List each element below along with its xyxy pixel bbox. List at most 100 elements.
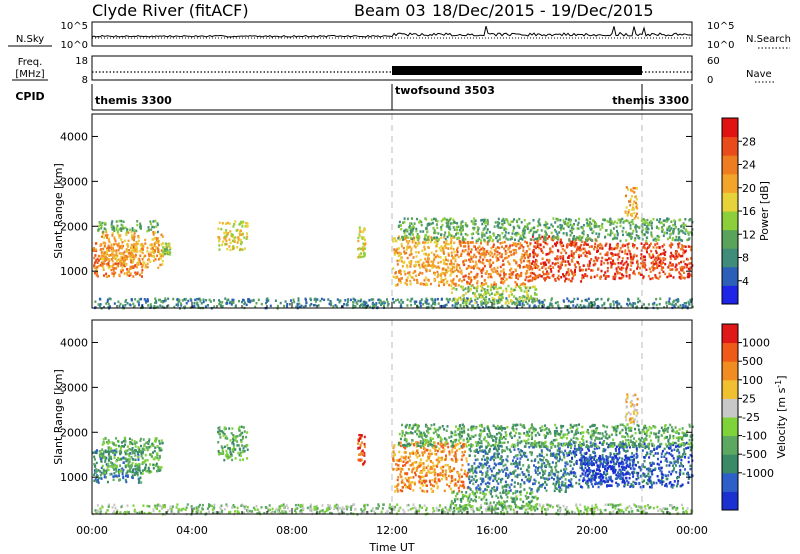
echo-cell	[104, 471, 106, 474]
echo-cell	[534, 469, 537, 472]
echo-cell	[115, 437, 118, 440]
echo-cell	[595, 258, 598, 261]
echo-cell	[625, 260, 628, 264]
echo-cell	[361, 255, 364, 259]
echo-cell	[616, 237, 619, 240]
echo-cell	[481, 294, 484, 298]
echo-cell	[419, 476, 422, 479]
freq-tick-top: 18	[75, 56, 88, 67]
echo-cell	[497, 234, 500, 237]
echo-cell	[141, 457, 144, 460]
echo-cell	[614, 236, 617, 240]
echo-cell	[406, 472, 409, 475]
echo-cell	[639, 266, 641, 270]
echo-cell	[625, 219, 628, 222]
echo-cell	[363, 451, 366, 455]
echo-cell	[471, 305, 474, 308]
echo-cell	[413, 466, 416, 470]
echo-cell	[244, 301, 246, 305]
echo-cell	[672, 230, 675, 233]
echo-cell	[580, 299, 583, 303]
echo-cell	[367, 304, 369, 307]
echo-cell	[577, 236, 580, 240]
echo-cell	[499, 265, 502, 269]
echo-cell	[353, 305, 356, 308]
echo-cell	[460, 230, 463, 234]
echo-cell	[467, 265, 470, 268]
echo-cell	[222, 434, 225, 437]
echo-cell	[597, 235, 599, 239]
echo-cell	[550, 223, 553, 226]
echo-cell	[537, 274, 540, 277]
echo-cell	[122, 259, 125, 263]
echo-cell	[111, 264, 114, 268]
echo-cell	[462, 444, 465, 448]
echo-cell	[665, 301, 668, 304]
echo-cell	[515, 243, 518, 247]
echo-cell	[494, 221, 497, 224]
echo-cell	[563, 259, 566, 263]
echo-cell	[107, 246, 110, 249]
echo-cell	[450, 234, 453, 237]
echo-cell	[568, 278, 570, 281]
echo-cell	[153, 236, 156, 240]
echo-cell	[611, 248, 614, 251]
echo-cell	[400, 224, 402, 227]
echo-cell	[614, 301, 617, 304]
echo-cell	[629, 233, 632, 236]
echo-cell	[395, 468, 398, 471]
echo-cell	[450, 479, 453, 482]
echo-cell	[546, 258, 548, 262]
echo-cell	[464, 274, 467, 277]
echo-cell	[458, 236, 461, 240]
echo-cell	[178, 300, 181, 303]
echo-cell	[399, 467, 402, 470]
echo-cell	[496, 224, 499, 228]
echo-cell	[653, 301, 656, 305]
echo-cell	[405, 486, 408, 489]
echo-cell	[489, 265, 492, 268]
echo-cell	[576, 223, 579, 227]
echo-cell	[569, 240, 572, 243]
echo-cell	[469, 280, 472, 283]
echo-cell	[219, 300, 221, 304]
echo-cell	[635, 198, 638, 201]
echo-cell	[463, 278, 466, 281]
echo-cell	[511, 220, 514, 223]
echo-cell	[119, 234, 122, 237]
echo-cell	[245, 303, 248, 307]
echo-cell	[593, 275, 596, 279]
echo-cell	[482, 262, 485, 265]
echo-cell	[247, 300, 250, 303]
echo-cell	[473, 286, 476, 290]
echo-cell	[111, 234, 114, 237]
echo-cell	[689, 245, 692, 249]
echo-cell	[407, 476, 410, 480]
echo-cell	[439, 260, 442, 264]
echo-cell	[640, 242, 643, 245]
echo-cell	[451, 304, 454, 307]
echo-cell	[673, 299, 676, 303]
echo-cell	[159, 257, 162, 260]
echo-cell	[231, 427, 234, 430]
echo-cell	[332, 305, 335, 308]
echo-cell	[483, 248, 486, 251]
echo-cell	[320, 297, 323, 301]
echo-cell	[495, 292, 498, 296]
echo-cell	[530, 451, 533, 454]
echo-cell	[296, 304, 299, 308]
echo-cell	[566, 297, 569, 300]
echo-cell	[630, 237, 633, 240]
echo-cell	[392, 240, 395, 243]
echo-cell	[616, 246, 619, 250]
echo-cell	[417, 305, 420, 309]
echo-cell	[650, 261, 653, 265]
echo-cell	[492, 243, 495, 246]
echo-cell	[445, 258, 447, 262]
echo-cell	[145, 469, 148, 473]
echo-cell	[154, 231, 157, 234]
echo-cell	[472, 255, 475, 259]
echo-cell	[156, 469, 158, 473]
echo-cell	[464, 292, 467, 295]
echo-cell	[404, 237, 407, 240]
